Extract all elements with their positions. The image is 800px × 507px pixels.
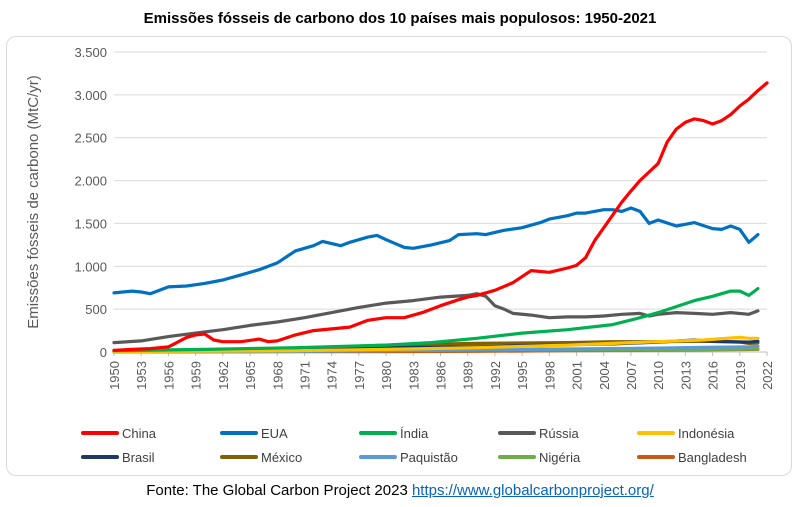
legend-item: China: [81, 425, 156, 441]
legend-swatch: [220, 455, 258, 459]
x-tick-label: 1983: [406, 361, 421, 390]
legend-item: Brasil: [81, 449, 155, 465]
x-tick-label: 2022: [760, 361, 775, 390]
y-tick-labels: 0 500 1.000 1.500 2.000 2.500 3.000 3.500: [74, 45, 107, 360]
legend-label: Paquistão: [400, 449, 458, 465]
x-tick-label: 1989: [461, 361, 476, 390]
legend-swatch: [637, 431, 675, 435]
x-tick-label: 1962: [216, 361, 231, 390]
y-tick-label: 2.500: [74, 131, 107, 146]
x-tick-label: 1959: [189, 361, 204, 390]
legend-swatch: [637, 455, 675, 459]
legend-label: Rússia: [539, 425, 579, 441]
x-tick-label: 1977: [352, 361, 367, 390]
x-tick-label: 1950: [107, 361, 122, 390]
legend-label: Indonésia: [678, 425, 735, 441]
source-text: Fonte: The Global Carbon Project 2023: [146, 482, 408, 499]
y-tick-label: 2.000: [74, 174, 107, 189]
series-line: [112, 335, 760, 354]
legend-swatch: [81, 431, 119, 435]
legend-swatch: [81, 455, 119, 459]
series-lines: [112, 81, 769, 354]
source-line: Fonte: The Global Carbon Project 2023 ht…: [0, 482, 800, 499]
x-tick-labels: 1950 1953 1956 1959 1962 1965 1968 1971 1974 1977…: [107, 361, 775, 390]
legend-swatch: [498, 431, 536, 435]
legend-item: México: [220, 449, 302, 465]
legend-item: Nigéria: [498, 449, 580, 465]
x-tick-label: 1992: [488, 361, 503, 390]
legend-label: Bangladesh: [678, 449, 747, 465]
gridlines: [113, 51, 768, 356]
y-tick-label: 3.000: [74, 88, 107, 103]
y-axis-title: Emissões fósseis de carbono (MtC/yr): [25, 75, 42, 328]
x-tick-label: 1953: [134, 361, 149, 390]
x-tick-label: 2004: [597, 361, 612, 390]
legend-swatch: [359, 455, 397, 459]
x-tick-label: 1998: [542, 361, 557, 390]
legend-swatch: [498, 455, 536, 459]
x-tick-label: 2010: [651, 361, 666, 390]
y-tick-label: 1.000: [74, 259, 107, 274]
legend-label: Índia: [400, 425, 429, 441]
y-tick-label: 3.500: [74, 45, 107, 60]
x-tick-label: 2013: [678, 361, 693, 390]
series-line: [112, 292, 760, 345]
legend-swatch: [359, 431, 397, 435]
x-tick-label: 1995: [515, 361, 530, 390]
legend-label: Nigéria: [539, 449, 581, 465]
x-tick-label: 1971: [297, 361, 312, 390]
y-tick-label: 0: [100, 345, 107, 360]
legend-item: Paquistão: [359, 449, 458, 465]
x-tick-label: 1965: [243, 361, 258, 390]
legend-item: Rússia: [498, 425, 579, 441]
x-tick-label: 2007: [624, 361, 639, 390]
legend-label: China: [122, 425, 156, 441]
x-tick-label: 1986: [434, 361, 449, 390]
x-tick-label: 1974: [325, 361, 340, 390]
x-tick-label: 2016: [706, 361, 721, 390]
series-line: [112, 81, 769, 352]
x-tick-label: 1956: [161, 361, 176, 390]
chart-frame: 0 500 1.000 1.500 2.000 2.500 3.000 3.500 1950 1…: [6, 36, 792, 476]
source-link[interactable]: https://www.globalcarbonproject.org/: [411, 482, 654, 499]
series-line: [112, 206, 760, 296]
legend-item: Índia: [359, 425, 428, 441]
legend-swatch: [220, 431, 258, 435]
legend-label: México: [261, 449, 303, 465]
x-tick-label: 1980: [379, 361, 394, 390]
y-tick-label: 500: [85, 302, 107, 317]
series-line: [112, 287, 760, 353]
legend-item: Indonésia: [637, 425, 734, 441]
legend-label: EUA: [261, 425, 288, 441]
legend-item: EUA: [220, 425, 288, 441]
legend-item: Bangladesh: [637, 449, 747, 465]
x-tick-label: 2001: [570, 361, 585, 390]
chart-title: Emissões fósseis de carbono dos 10 paíse…: [143, 10, 657, 27]
legend-label: Brasil: [122, 449, 155, 465]
y-tick-label: 1.500: [74, 216, 107, 231]
x-tick-label: 2019: [733, 361, 748, 390]
x-tick-label: 1968: [270, 361, 285, 390]
